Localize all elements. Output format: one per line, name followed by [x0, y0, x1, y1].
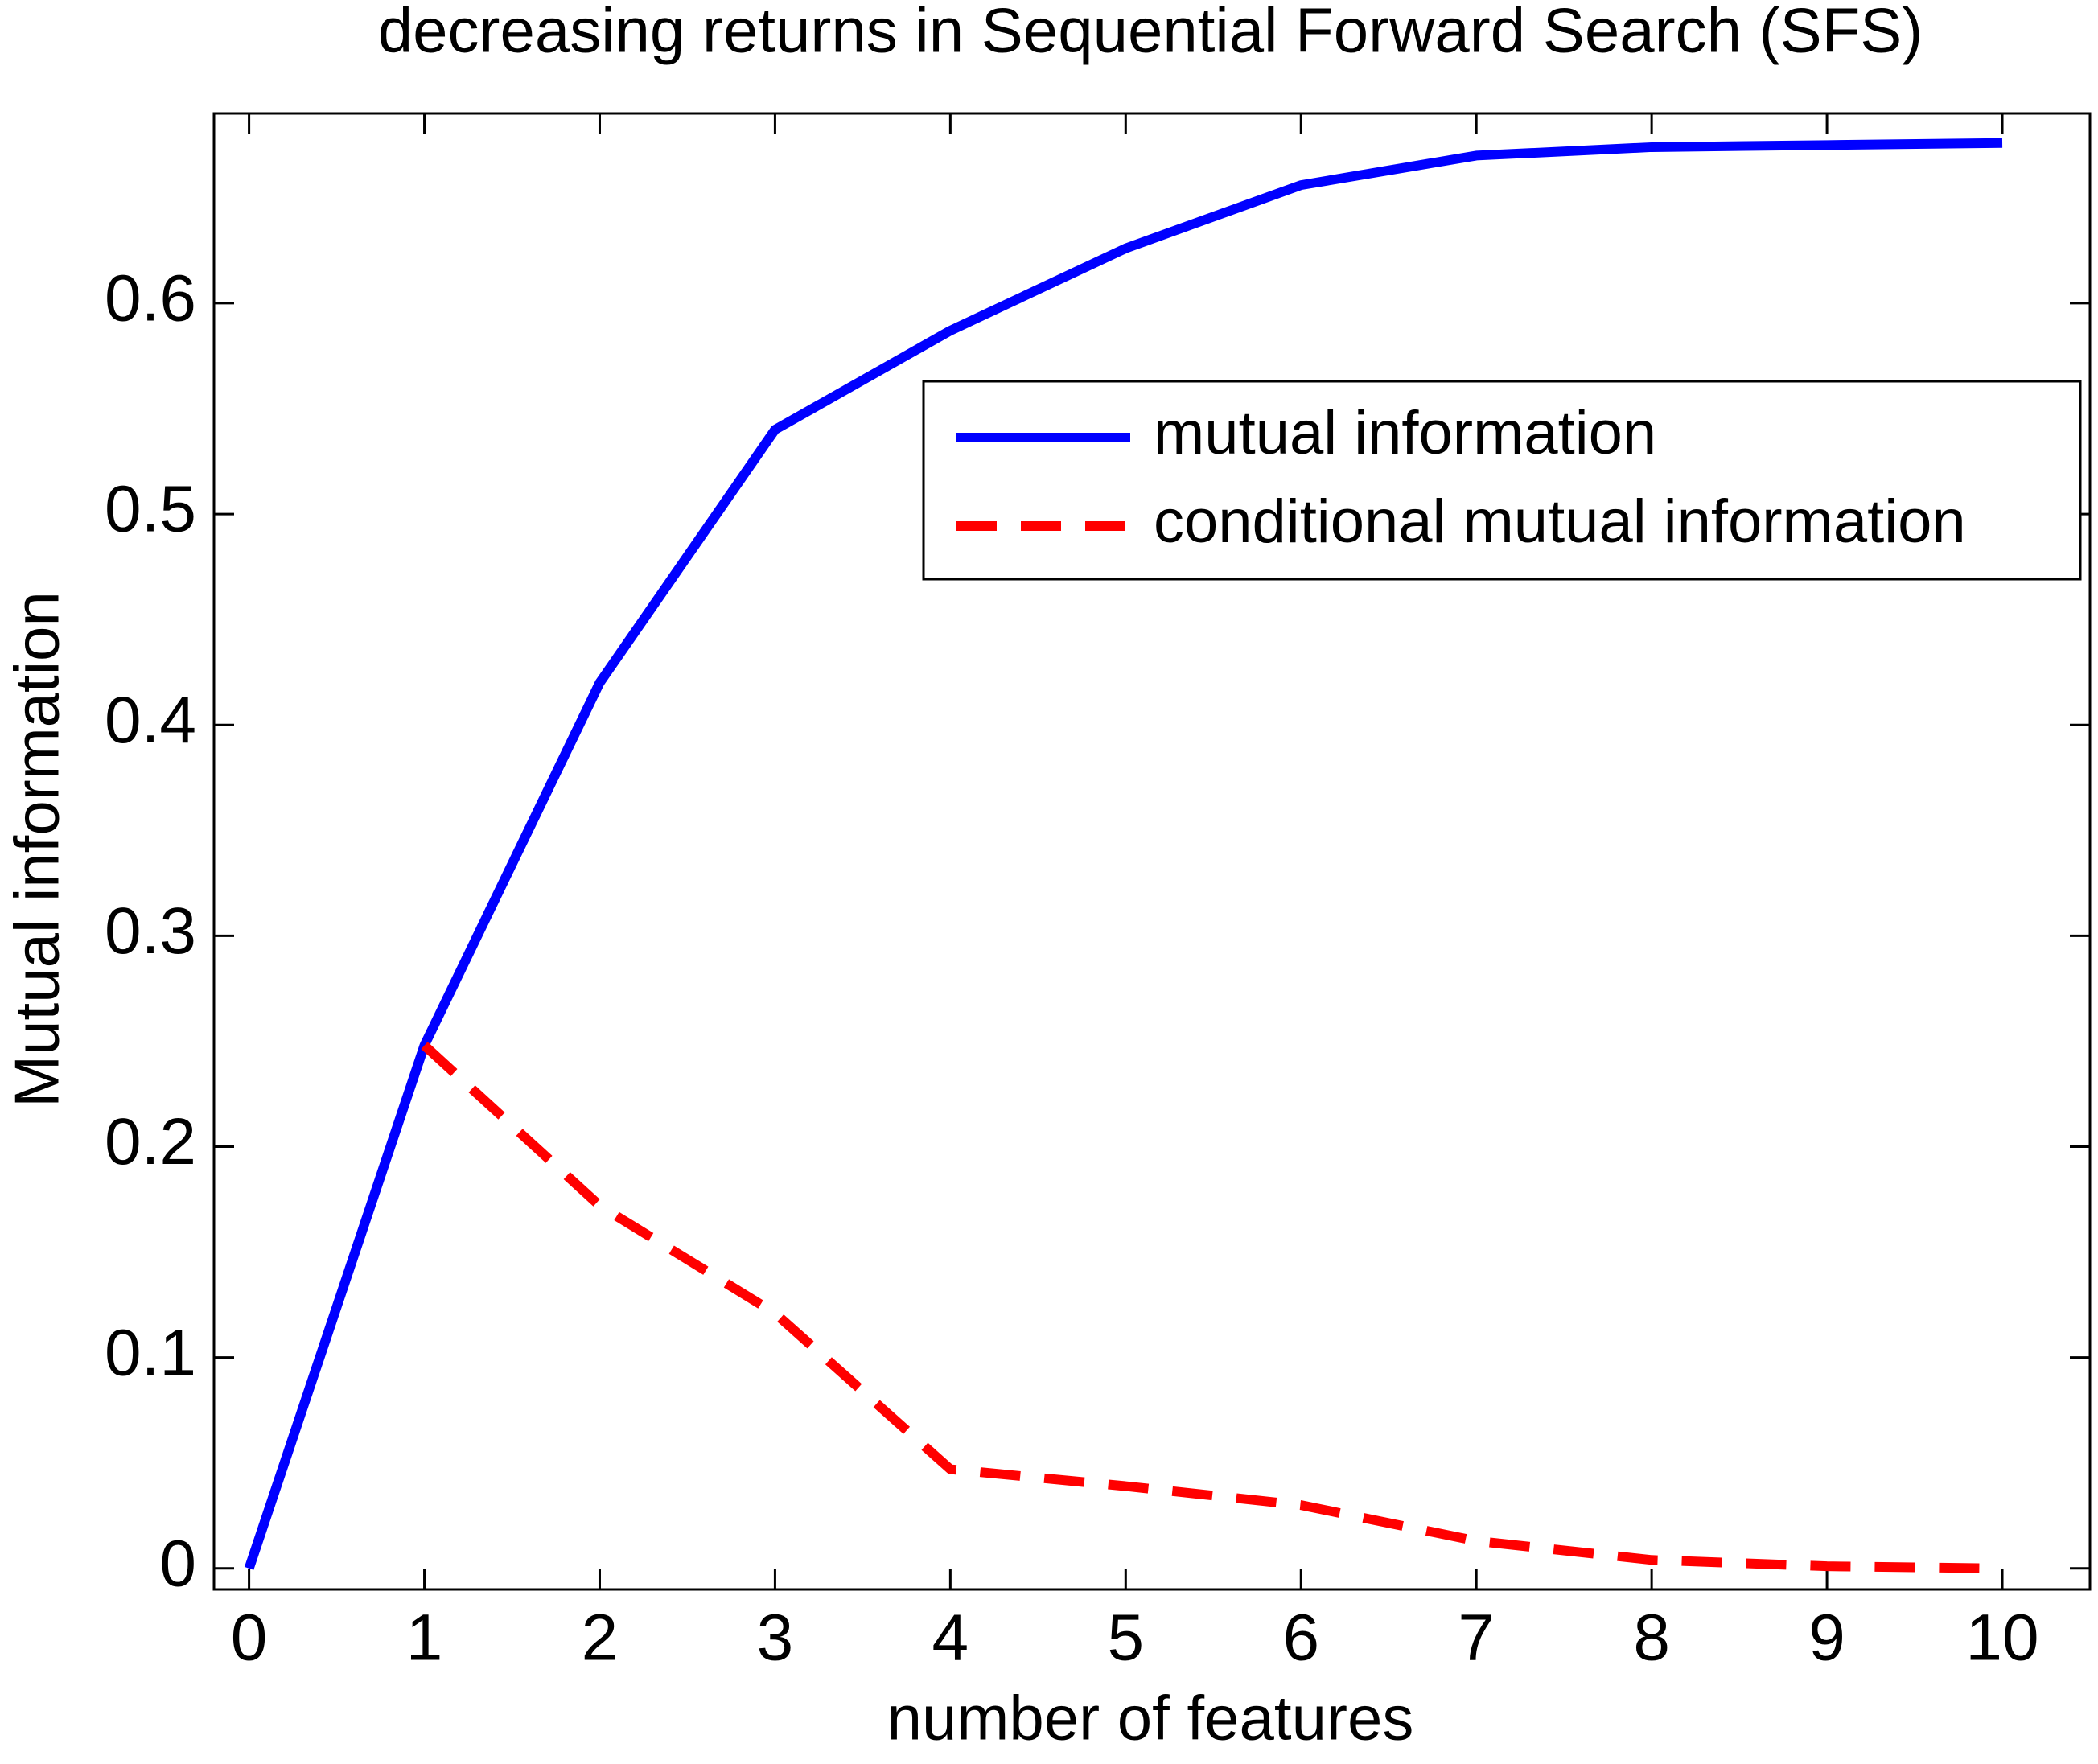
x-tick-label: 2 — [582, 1602, 619, 1675]
chart-title: decreasing returns in Sequential Forward… — [378, 0, 1923, 66]
legend-label: mutual information — [1154, 399, 1656, 467]
x-tick-label: 7 — [1458, 1602, 1495, 1675]
legend-box — [922, 380, 2082, 581]
y-tick-label: 0.5 — [105, 473, 196, 546]
x-tick-label: 0 — [231, 1602, 268, 1675]
data-line — [244, 138, 2003, 1570]
y-tick-label: 0.2 — [105, 1105, 196, 1178]
x-axis-label: number of features — [887, 1683, 1414, 1754]
x-tick-label: 8 — [1633, 1602, 1670, 1675]
y-tick-label: 0.1 — [105, 1316, 196, 1389]
x-tick-label: 3 — [757, 1602, 794, 1675]
x-tick-label: 4 — [932, 1602, 969, 1675]
y-tick-label: 0.6 — [105, 262, 196, 335]
x-tick-label: 9 — [1808, 1602, 1845, 1675]
plot-frame — [212, 112, 2092, 1591]
y-tick-label: 0 — [159, 1527, 196, 1600]
y-tick-label: 0.3 — [105, 894, 196, 968]
x-tick-label: 10 — [1965, 1602, 2038, 1675]
y-tick-label: 0.4 — [105, 684, 196, 757]
legend-label: conditional mutual information — [1154, 487, 1966, 556]
x-tick-label: 6 — [1282, 1602, 1319, 1675]
data-line — [421, 1042, 2003, 1573]
y-axis-label: Mutual information — [2, 591, 72, 1108]
x-tick-label: 1 — [406, 1602, 443, 1675]
x-tick-label: 5 — [1108, 1602, 1145, 1675]
